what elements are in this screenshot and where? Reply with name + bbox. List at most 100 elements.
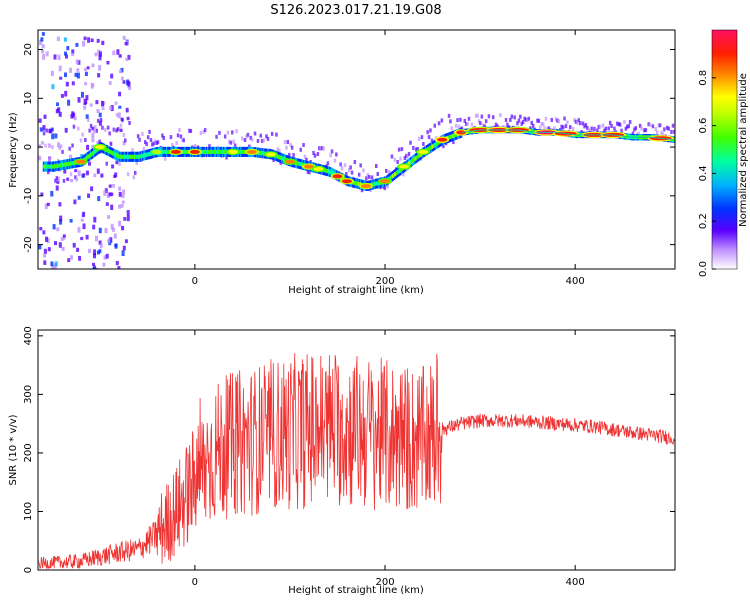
heatmap-cell <box>110 192 114 197</box>
heatmap-cell <box>56 36 60 42</box>
heatmap-cell <box>75 43 79 47</box>
heatmap-cell <box>97 49 101 55</box>
heatmap-cell <box>377 181 379 186</box>
heatmap-cell <box>270 131 274 136</box>
heatmap-cell <box>371 182 374 187</box>
heatmap-cell <box>223 149 225 154</box>
heatmap-cell <box>128 121 131 125</box>
heatmap-cell <box>116 153 119 158</box>
heatmap-cell <box>328 169 330 174</box>
heatmap-cell <box>360 188 364 193</box>
heatmap-cell <box>126 215 130 222</box>
heatmap-cell <box>41 50 45 54</box>
heatmap-cell <box>74 72 78 77</box>
heatmap-cell <box>426 130 429 135</box>
heatmap-cell <box>204 149 207 154</box>
heatmap-cell <box>385 168 388 173</box>
heatmap-cell <box>103 255 107 260</box>
heatmap-cell <box>58 242 62 248</box>
heatmap-cell <box>64 51 67 56</box>
heatmap-cell <box>91 136 95 143</box>
heatmap-cell <box>51 145 54 150</box>
heatmap-cell <box>341 176 344 181</box>
heatmap-cell <box>519 114 522 119</box>
heatmap-cell <box>199 131 203 136</box>
heatmap-cell <box>60 237 64 242</box>
heatmap-cell <box>660 130 663 135</box>
heatmap-cell <box>58 163 61 168</box>
heatmap-cell <box>182 138 185 143</box>
heatmap-cell <box>339 162 342 167</box>
heatmap-cell <box>397 169 400 174</box>
heatmap-cell <box>102 262 106 267</box>
heatmap-cell <box>433 123 436 128</box>
heatmap-cell <box>656 130 659 135</box>
heatmap-cell <box>540 122 543 126</box>
heatmap-cell <box>320 146 324 151</box>
heatmap-cell <box>122 189 126 195</box>
heatmap-cell <box>98 51 102 57</box>
heatmap-cell <box>92 267 96 269</box>
spectrogram-y-ticks: 20 10 0 -10 -20 <box>23 43 675 253</box>
heatmap-cell <box>134 170 137 175</box>
heatmap-cell <box>415 155 418 160</box>
heatmap-cell <box>87 154 90 159</box>
snr-x-label: Height of straight line (km) <box>288 585 424 596</box>
heatmap-cell <box>429 145 432 150</box>
heatmap-cell <box>202 129 205 134</box>
heatmap-cell <box>235 129 238 134</box>
heatmap-cell <box>114 243 118 249</box>
heatmap-cell <box>299 162 302 167</box>
heatmap-cell <box>43 114 47 119</box>
heatmap-cell <box>118 91 122 97</box>
heatmap-cell <box>113 174 117 178</box>
heatmap-cell <box>484 119 488 124</box>
heatmap-cell <box>440 118 444 123</box>
heatmap-cell <box>66 177 70 181</box>
heatmap-cell <box>596 128 599 133</box>
heatmap-cell <box>70 179 74 183</box>
heatmap-cell <box>583 124 586 129</box>
heatmap-cell <box>406 154 409 159</box>
heatmap-cell <box>56 163 59 168</box>
heatmap-cell <box>335 152 338 157</box>
heatmap-cell <box>66 46 70 51</box>
heatmap-cell <box>152 141 156 146</box>
heatmap-cell <box>419 152 422 157</box>
heatmap-cell <box>220 149 223 154</box>
heatmap-cell <box>353 160 357 164</box>
heatmap-cell <box>431 144 434 149</box>
heatmap-cell <box>390 154 394 159</box>
heatmap-cell <box>457 124 461 129</box>
heatmap-cell <box>560 124 563 129</box>
heatmap-cell <box>93 216 97 223</box>
heatmap-cell <box>110 223 114 230</box>
heatmap-cell <box>278 155 281 160</box>
heatmap-cell <box>46 202 50 207</box>
heatmap-cell <box>122 245 126 251</box>
heatmap-cell <box>243 138 247 142</box>
heatmap-cell <box>149 138 153 143</box>
heatmap-peak <box>227 149 238 154</box>
heatmap-cell <box>616 121 619 126</box>
heatmap-cell <box>122 154 125 159</box>
heatmap-cell <box>71 49 75 54</box>
heatmap-cell <box>86 144 90 151</box>
y-tick-label: 200 <box>23 443 34 462</box>
heatmap-cell <box>114 101 118 105</box>
heatmap-cell <box>108 131 111 136</box>
heatmap-cell <box>258 150 261 155</box>
heatmap-cell <box>49 164 52 169</box>
x-tick-label: 200 <box>375 577 394 588</box>
heatmap-cell <box>63 169 67 174</box>
heatmap-cell <box>186 149 189 154</box>
heatmap-cell <box>50 190 54 197</box>
heatmap-cell <box>405 153 408 158</box>
heatmap-cell <box>386 184 389 189</box>
heatmap-cell <box>82 211 86 217</box>
heatmap-cell <box>101 40 105 46</box>
heatmap-cell <box>97 196 101 202</box>
heatmap-cell <box>626 124 629 129</box>
colorbar-label: Normalized spectral amplitude <box>738 73 749 227</box>
heatmap-cell <box>104 127 107 132</box>
